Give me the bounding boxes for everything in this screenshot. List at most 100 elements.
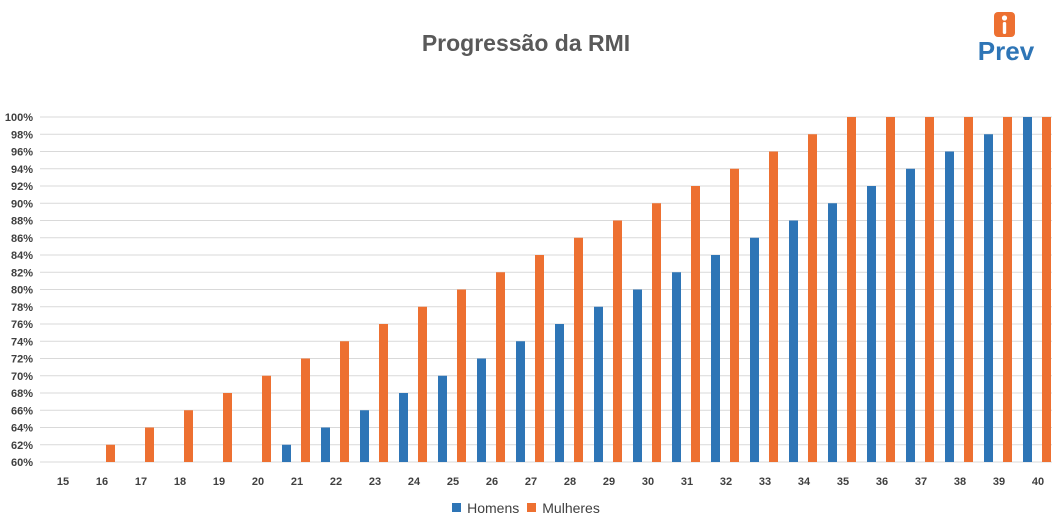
y-tick-label: 70% — [11, 371, 33, 383]
bar-mulheres-38 — [964, 117, 973, 462]
legend-label: Mulheres — [542, 499, 600, 516]
x-tick-label: 25 — [447, 476, 459, 488]
y-tick-label: 62% — [11, 440, 33, 452]
x-tick-label: 21 — [291, 476, 303, 488]
bar-homens-35 — [828, 203, 837, 462]
bar-homens-26 — [477, 358, 486, 462]
y-tick-label: 80% — [11, 285, 33, 297]
y-tick-label: 74% — [11, 336, 33, 348]
x-tick-label: 38 — [954, 476, 966, 488]
y-tick-label: 82% — [11, 267, 33, 279]
x-axis: 15 16 17 18 19 20 21 22 23 24 25 26 27 28 29 30 31 32 33 34… — [57, 476, 1044, 488]
prev-logo: Prev — [970, 10, 1042, 68]
bar-mulheres-26 — [496, 272, 505, 462]
legend-swatch — [527, 503, 537, 512]
bar-homens-29 — [594, 306, 603, 462]
bar-mulheres-32 — [730, 168, 739, 462]
bar-homens-39 — [984, 134, 993, 462]
legend: Homens Mulheres — [0, 499, 1052, 516]
bar-homens-25 — [438, 375, 447, 462]
bars — [106, 117, 1051, 462]
x-tick-label: 19 — [213, 476, 225, 488]
bar-mulheres-31 — [691, 186, 700, 462]
bar-homens-31 — [672, 272, 681, 462]
y-tick-label: 60% — [11, 457, 33, 469]
bar-mulheres-24 — [418, 306, 427, 462]
bar-homens-36 — [867, 186, 876, 462]
chart-title: Progressão da RMI — [421, 30, 631, 56]
bar-mulheres-40 — [1042, 117, 1051, 462]
y-tick-label: 92% — [11, 181, 33, 193]
bar-mulheres-25 — [457, 289, 466, 462]
person-tie-icon — [994, 12, 1015, 37]
x-tick-label: 39 — [993, 476, 1005, 488]
logo-text: Prev — [977, 36, 1035, 66]
x-tick-label: 28 — [564, 476, 576, 488]
gridlines — [40, 116, 1052, 463]
x-tick-label: 24 — [408, 476, 421, 488]
x-tick-label: 16 — [96, 476, 108, 488]
legend-swatch — [452, 503, 462, 512]
x-tick-label: 23 — [369, 476, 381, 488]
y-tick-label: 76% — [11, 319, 33, 331]
y-tick-label: 84% — [11, 250, 33, 262]
bar-mulheres-30 — [652, 203, 661, 462]
bar-homens-33 — [750, 237, 759, 462]
bar-mulheres-20 — [262, 375, 271, 462]
bar-homens-40 — [1023, 117, 1032, 462]
y-tick-label: 66% — [11, 405, 33, 417]
x-tick-label: 20 — [252, 476, 264, 488]
bar-mulheres-33 — [769, 151, 778, 462]
y-tick-label: 100% — [5, 112, 33, 124]
bar-homens-30 — [633, 289, 642, 462]
y-tick-label: 96% — [11, 147, 33, 159]
bar-homens-28 — [555, 324, 564, 462]
bar-mulheres-37 — [925, 117, 934, 462]
bar-mulheres-22 — [340, 341, 349, 462]
x-tick-label: 33 — [759, 476, 771, 488]
x-tick-label: 22 — [330, 476, 342, 488]
bar-mulheres-27 — [535, 255, 544, 462]
bar-mulheres-16 — [106, 444, 115, 462]
y-tick-label: 72% — [11, 354, 33, 366]
bar-homens-24 — [399, 393, 408, 462]
x-tick-label: 32 — [720, 476, 732, 488]
x-tick-label: 31 — [681, 476, 693, 488]
x-tick-label: 37 — [915, 476, 927, 488]
bar-homens-23 — [360, 410, 369, 462]
bar-mulheres-35 — [847, 117, 856, 462]
x-tick-label: 36 — [876, 476, 888, 488]
y-tick-label: 86% — [11, 233, 33, 245]
x-tick-label: 27 — [525, 476, 537, 488]
bar-mulheres-19 — [223, 393, 232, 462]
y-tick-label: 94% — [11, 164, 33, 176]
legend-item-homens: Homens — [452, 500, 519, 516]
y-tick-label: 64% — [11, 423, 33, 435]
y-tick-label: 78% — [11, 302, 33, 314]
bar-homens-37 — [906, 168, 915, 462]
legend-label: Homens — [467, 499, 520, 516]
y-axis: 60% 62% 64% 66% 68% 70% 72% 74% 76% 78% 80% 82% 84% 8… — [5, 112, 33, 469]
bar-mulheres-18 — [184, 410, 193, 462]
bar-homens-21 — [282, 444, 291, 462]
bar-homens-22 — [321, 427, 330, 462]
bar-mulheres-29 — [613, 220, 622, 462]
bar-mulheres-21 — [301, 358, 310, 462]
bar-mulheres-23 — [379, 324, 388, 462]
bar-mulheres-17 — [145, 427, 154, 462]
bar-homens-32 — [711, 255, 720, 462]
x-tick-label: 26 — [486, 476, 498, 488]
y-tick-label: 90% — [11, 198, 33, 210]
y-tick-label: 98% — [11, 129, 33, 141]
x-tick-label: 17 — [135, 476, 147, 488]
y-tick-label: 88% — [11, 216, 33, 228]
bar-mulheres-34 — [808, 134, 817, 462]
x-tick-label: 15 — [57, 476, 69, 488]
bar-homens-27 — [516, 341, 525, 462]
bar-mulheres-28 — [574, 237, 583, 462]
x-tick-label: 30 — [642, 476, 654, 488]
bar-mulheres-39 — [1003, 117, 1012, 462]
x-tick-label: 29 — [603, 476, 615, 488]
bar-mulheres-36 — [886, 117, 895, 462]
